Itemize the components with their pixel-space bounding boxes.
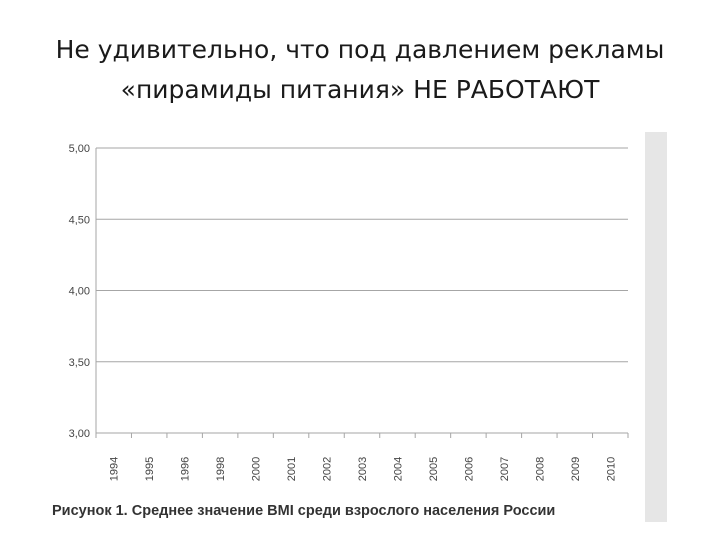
x-tick-label: 2001 — [286, 457, 298, 481]
slide-title: Не удивительно, что под давлением реклам… — [20, 30, 700, 110]
x-tick-label: 2000 — [251, 457, 263, 481]
chart-caption: Рисунок 1. Среднее значение BMI среди вз… — [52, 503, 556, 519]
y-tick-label: 3,50 — [69, 357, 90, 369]
x-tick-label: 1998 — [215, 457, 227, 481]
x-tick-label: 2002 — [322, 457, 334, 481]
slide-title-line-1: Не удивительно, что под давлением реклам… — [55, 35, 665, 64]
x-tick-label: 2004 — [392, 457, 404, 481]
y-tick-label: 5,00 — [69, 143, 90, 155]
x-tick-label: 2006 — [463, 457, 475, 481]
x-tick-label: 2009 — [570, 457, 582, 481]
x-tick-label: 2007 — [499, 457, 511, 481]
x-tick-label: 1996 — [180, 457, 192, 481]
x-tick-label: 1995 — [144, 457, 156, 481]
chart-panel — [42, 132, 667, 522]
x-tick-label: 2003 — [357, 457, 369, 481]
x-tick-label: 2008 — [534, 457, 546, 481]
slide-title-line-2: «пирамиды питания» НЕ РАБОТАЮТ — [120, 75, 600, 104]
x-tick-label: 2005 — [428, 457, 440, 481]
x-tick-label: 2010 — [605, 457, 617, 481]
x-tick-label: 1994 — [109, 457, 121, 481]
y-tick-label: 4,00 — [69, 286, 90, 298]
y-tick-label: 3,00 — [69, 428, 90, 440]
y-tick-label: 4,50 — [69, 214, 90, 226]
